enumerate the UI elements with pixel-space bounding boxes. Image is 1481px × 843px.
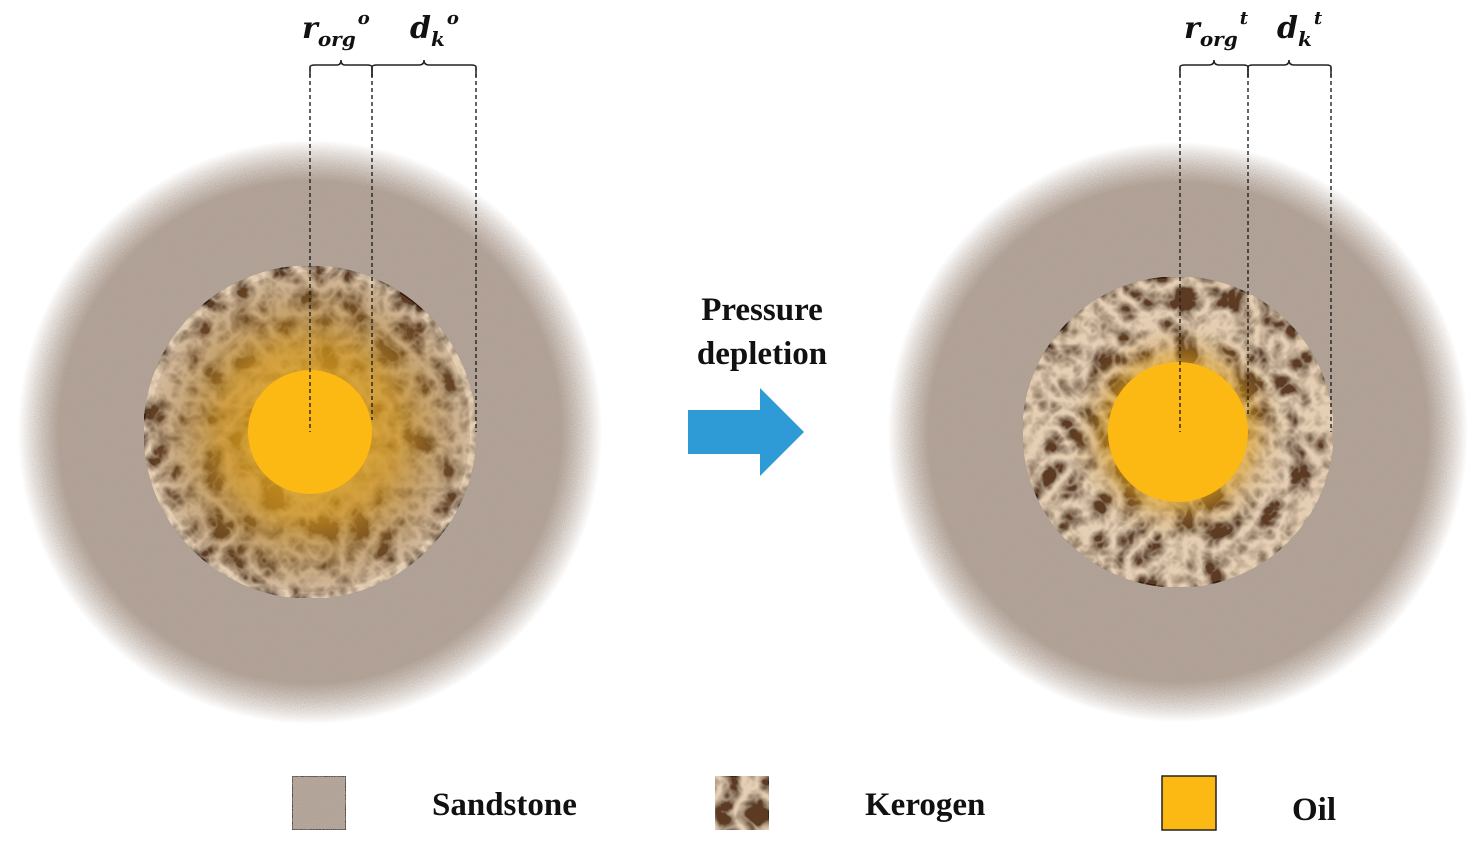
oil-core-right — [1108, 362, 1248, 502]
thickness-brace-right — [1247, 59, 1332, 77]
pressure-depletion-arrow: Pressure depletion — [688, 292, 827, 476]
radius-label-right: rorgt — [1184, 8, 1249, 51]
legend-label-sandstone: Sandstone — [432, 787, 577, 823]
radius-brace-right — [1179, 59, 1249, 77]
right-arrow-icon — [688, 388, 804, 476]
thickness-label-right: dkt — [1277, 8, 1323, 51]
legend-label-oil: Oil — [1292, 792, 1336, 828]
sandstone-swatch — [291, 775, 347, 831]
arrow-label-line2: depletion — [697, 336, 827, 372]
initial-state: rorgo dko — [18, 8, 602, 724]
legend-item-sandstone: Sandstone — [291, 775, 577, 831]
radius-brace-left — [309, 59, 373, 77]
legend-item-oil: Oil — [1161, 775, 1336, 831]
legend-item-kerogen: Kerogen — [714, 775, 985, 831]
legend-label-kerogen: Kerogen — [865, 787, 985, 823]
legend: Sandstone Kerogen Oil — [291, 775, 1336, 831]
thickness-brace-left — [371, 59, 477, 77]
kerogen-swatch — [714, 775, 770, 831]
thickness-label-left: dko — [410, 8, 459, 51]
arrow-label-line1: Pressure — [701, 292, 823, 328]
depleted-state: rorgt dkt — [888, 8, 1468, 722]
oil-swatch — [1161, 775, 1217, 831]
radius-label-left: rorgo — [302, 8, 370, 51]
